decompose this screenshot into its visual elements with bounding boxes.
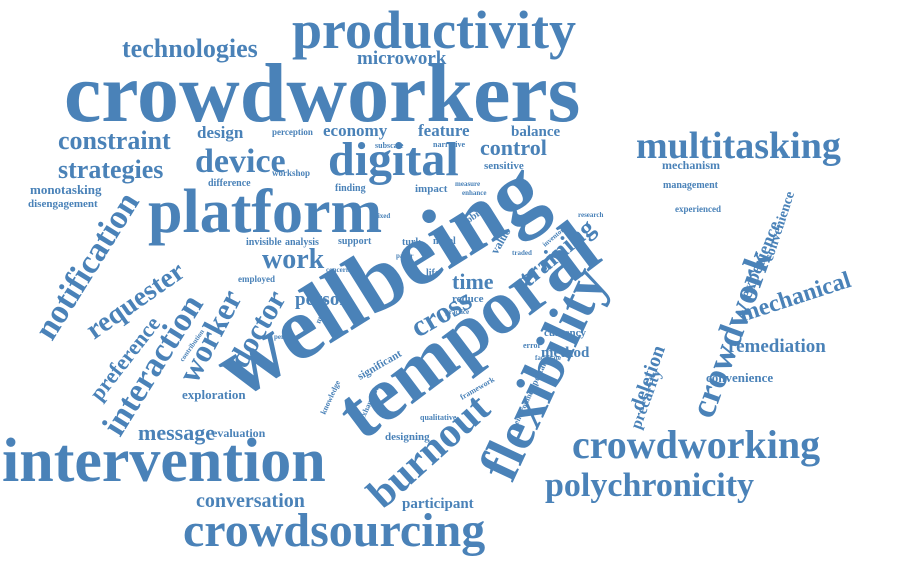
word-workshop: workshop — [272, 168, 310, 178]
word-strategies: strategies — [58, 155, 163, 184]
word-intervention: intervention — [2, 427, 326, 495]
word-digital: digital — [328, 133, 459, 186]
word-technologies: technologies — [122, 34, 258, 63]
word-measure: measure — [455, 180, 480, 188]
word-subscale: subscale — [375, 141, 404, 150]
word-productivity: productivity — [292, 0, 576, 60]
word-crowdworkers: crowdworkers — [64, 47, 580, 140]
word-support: support — [338, 236, 372, 247]
word-designing: designing — [385, 431, 430, 443]
word-multitasking: multitasking — [636, 125, 841, 167]
word-time: time — [452, 269, 494, 294]
word-remediation: remediation — [728, 336, 826, 357]
word-impact: impact — [415, 183, 448, 195]
word-concern: concern — [326, 266, 350, 274]
word-crowdworking: crowdworking — [572, 422, 820, 467]
word-sensitive: sensitive — [484, 160, 524, 172]
word-disengagement: disengagement — [28, 198, 98, 210]
word-person: person — [295, 289, 350, 310]
word-personal: personal — [274, 333, 300, 341]
word-research: research — [578, 211, 604, 219]
word-design: design — [197, 123, 244, 142]
word-conversation: conversation — [196, 490, 305, 512]
word-polychronicity: polychronicity — [545, 467, 754, 504]
word-mechanism: mechanism — [662, 158, 720, 172]
word-reduce: reduce — [452, 293, 484, 305]
word-economy: economy — [323, 121, 388, 140]
word-work: work — [262, 244, 325, 275]
word-novel: novel — [433, 236, 456, 247]
word-platform: platform — [148, 178, 382, 246]
word-perception: perception — [272, 127, 313, 137]
word-message: message — [138, 420, 215, 445]
word-facilitate: facilitate — [535, 354, 561, 362]
word-balance: balance — [511, 124, 561, 140]
word-exploration: exploration — [182, 387, 246, 402]
word-turk: turk — [402, 237, 421, 248]
word-finding: finding — [335, 183, 366, 194]
word-evaluation: evaluation — [212, 426, 266, 440]
word-feature: feature — [418, 121, 470, 140]
word-monotasking: monotasking — [30, 182, 102, 197]
word-control: control — [480, 135, 547, 160]
word-crowdsourcing: crowdsourcing — [183, 504, 485, 557]
word-mixed: mixed — [372, 212, 390, 220]
word-participant: participant — [402, 496, 474, 512]
word-difference: difference — [208, 178, 251, 189]
word-experienced: experienced — [675, 204, 721, 214]
word-invisible: invisible — [246, 237, 282, 248]
word-convenience: convenience — [706, 370, 773, 385]
word-management: management — [663, 180, 719, 191]
word-traded: traded — [512, 249, 532, 257]
word-qualitative: qualitative — [420, 413, 457, 422]
word-narrative: narrative — [433, 140, 465, 149]
word-paper: paper — [396, 252, 414, 260]
word-error: error — [523, 341, 542, 350]
word-enhance: enhance — [462, 189, 487, 197]
word-constraint: constraint — [58, 126, 171, 155]
word-currency: currency — [544, 327, 586, 339]
word-life: life — [426, 268, 440, 279]
word-device: device — [195, 143, 286, 180]
word-microwork: microwork — [357, 48, 447, 69]
word-method: method — [541, 345, 590, 361]
word-analysis: analysis — [285, 237, 319, 248]
word-practice: practice — [445, 308, 469, 316]
word-employed: employed — [238, 274, 275, 284]
